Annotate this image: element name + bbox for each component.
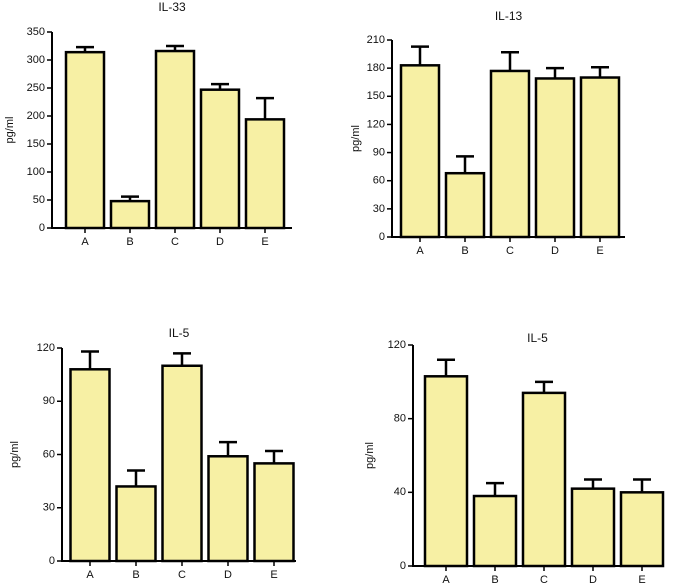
error-bar	[127, 469, 145, 487]
x-tick-label: C	[506, 245, 514, 257]
error-bar	[219, 440, 237, 457]
error-bar	[265, 449, 283, 464]
chart-panel-1: IL-33 pg/ml 0 50 100 150 200 250 300 350 A B C D E	[4, 0, 292, 248]
y-tick-label: 120	[367, 118, 385, 130]
y-tick-label: 60	[373, 175, 385, 187]
error-bar	[535, 380, 553, 393]
x-tick-label: C	[540, 574, 548, 586]
x-tick-label: E	[638, 574, 645, 586]
error-bar	[546, 66, 564, 79]
y-tick-label: 50	[33, 194, 45, 206]
bar-A	[423, 375, 469, 568]
x-tick-label: E	[270, 569, 277, 581]
bar-B	[109, 199, 151, 230]
y-tick-label: 210	[367, 34, 385, 46]
x-tick-label: B	[461, 245, 468, 257]
x-tick-label: B	[126, 236, 133, 248]
chart-title: IL-5	[527, 331, 548, 345]
x-tick-label: B	[132, 569, 139, 581]
bar-D	[199, 88, 241, 230]
y-tick-label: 150	[27, 138, 45, 150]
y-tick-label: 60	[43, 448, 55, 460]
y-axis-label: pg/ml	[4, 117, 16, 144]
bar-B	[472, 494, 518, 568]
x-tick-label: D	[589, 574, 597, 586]
y-tick-label: 30	[373, 203, 385, 215]
y-tick-label: 250	[27, 82, 45, 94]
error-bar	[456, 155, 474, 174]
y-axis-label: pg/ml	[364, 442, 376, 469]
y-tick-label: 90	[43, 395, 55, 407]
chart-panel-2: IL-13 pg/ml 0 30 60 90 120 150 180 210 A B C D E	[350, 9, 625, 257]
bar-A	[69, 368, 111, 563]
error-bar	[437, 358, 455, 377]
y-tick-label: 180	[367, 62, 385, 74]
error-bar	[486, 481, 504, 497]
chart-title: IL-33	[158, 0, 186, 14]
bar-A	[64, 50, 106, 230]
y-tick-label: 300	[27, 54, 45, 66]
y-tick-label: 30	[43, 502, 55, 514]
error-bar	[411, 45, 429, 66]
bar-C	[521, 391, 567, 568]
bar-D	[534, 77, 576, 239]
bar-E	[253, 462, 295, 563]
bar-D	[207, 455, 249, 563]
bar-E	[579, 76, 621, 239]
y-axis-label: pg/ml	[350, 125, 362, 152]
error-bar	[501, 50, 519, 71]
chart-title: IL-13	[495, 9, 523, 23]
y-tick-label: 0	[379, 231, 385, 243]
x-tick-label: A	[81, 236, 89, 248]
y-tick-label: 100	[27, 166, 45, 178]
x-tick-label: C	[171, 236, 179, 248]
bar-D	[570, 487, 616, 568]
x-tick-label: D	[216, 236, 224, 248]
y-tick-label: 120	[37, 342, 55, 354]
y-axis-label: pg/ml	[9, 441, 21, 468]
x-tick-label: C	[178, 569, 186, 581]
x-tick-label: D	[551, 245, 559, 257]
bar-A	[399, 64, 441, 239]
error-bar	[584, 478, 602, 489]
x-tick-label: A	[86, 569, 94, 581]
y-tick-label: 0	[39, 222, 45, 234]
error-bar	[173, 352, 191, 366]
bar-C	[154, 49, 196, 230]
x-tick-label: B	[491, 574, 498, 586]
x-tick-label: D	[224, 569, 232, 581]
bar-E	[244, 118, 286, 230]
chart-panel-3: IL-5 pg/ml 0 30 60 90 120 A B C D E	[9, 326, 296, 581]
y-tick-label: 80	[394, 413, 406, 425]
error-bar	[256, 96, 274, 120]
bar-B	[115, 485, 157, 563]
chart-title: IL-5	[169, 326, 190, 340]
x-tick-label: A	[416, 245, 424, 257]
y-tick-label: 350	[27, 26, 45, 38]
error-bar	[81, 350, 99, 370]
y-tick-label: 200	[27, 110, 45, 122]
x-tick-label: E	[596, 245, 603, 257]
bar-E	[619, 491, 665, 568]
error-bar	[591, 65, 609, 78]
chart-panel-4: IL-5 pg/ml 0 40 80 120 A B C D E	[364, 331, 665, 586]
x-tick-label: A	[442, 574, 450, 586]
bar-C	[489, 69, 531, 239]
y-tick-label: 90	[373, 146, 385, 158]
y-tick-label: 0	[49, 555, 55, 567]
y-tick-label: 150	[367, 90, 385, 102]
y-tick-label: 40	[394, 486, 406, 498]
error-bar	[633, 478, 651, 493]
x-tick-label: E	[261, 236, 268, 248]
bar-C	[161, 364, 203, 563]
bar-B	[444, 171, 486, 239]
y-tick-label: 0	[400, 560, 406, 572]
y-tick-label: 120	[388, 339, 406, 351]
